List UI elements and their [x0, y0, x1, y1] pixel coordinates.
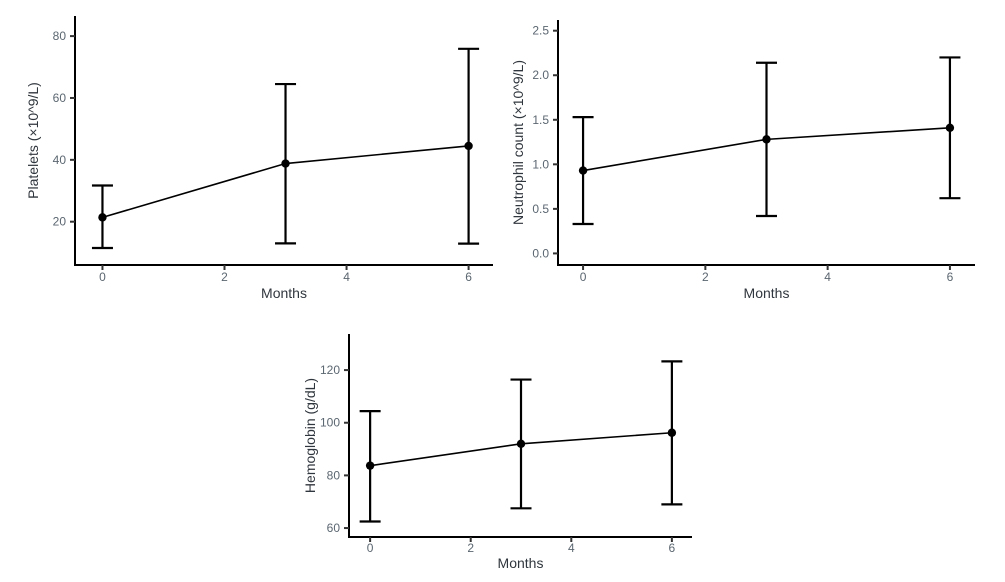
y-axis-title: Platelets (×10^9/L) [25, 82, 41, 199]
data-point [945, 123, 955, 132]
y-axis-title: Hemoglobin (g/dL) [302, 378, 318, 493]
y-tick-label: 2.5 [532, 24, 549, 38]
x-tick-label: 2 [702, 270, 709, 284]
data-point [365, 461, 375, 470]
data-point [281, 159, 290, 168]
y-tick-label: 0.0 [532, 246, 549, 260]
x-tick-label: 6 [669, 541, 676, 555]
x-tick-label: 0 [99, 270, 106, 284]
y-tick-label: 60 [53, 91, 67, 105]
y-tick-label: 80 [53, 29, 67, 43]
data-point [667, 428, 677, 437]
y-tick-label: 40 [53, 153, 67, 167]
hemoglobin-chart: 60 80 100 120 0 2 4 6 Months Hemoglobin (g/dL) [280, 310, 740, 582]
y-tick-label: 100 [320, 416, 340, 430]
x-tick-label: 6 [947, 270, 954, 284]
y-tick-label: 20 [53, 215, 67, 229]
x-tick-label: 6 [465, 270, 472, 284]
neutrophil-chart: 0.0 0.5 1.0 1.5 2.0 2.5 0 2 4 6 Months Neutrophil c… [500, 0, 1005, 310]
y-tick-label: 1.5 [532, 113, 549, 127]
y-tick-label: 120 [320, 363, 340, 377]
hemoglobin-chart-svg: 60 80 100 120 0 2 4 6 Months Hemoglobin (g/dL) [302, 334, 692, 571]
y-tick-label: 2.0 [532, 68, 549, 82]
x-tick-label: 0 [580, 270, 587, 284]
data-point [578, 166, 588, 175]
data-point [464, 141, 473, 151]
y-tick-label: 60 [327, 521, 341, 535]
y-tick-label: 1.0 [532, 157, 549, 171]
x-axis-title: Months [261, 285, 307, 301]
neutrophil-chart-svg: 0.0 0.5 1.0 1.5 2.0 2.5 0 2 4 6 Months Neutrophil c… [510, 20, 975, 301]
platelets-chart: 20 40 60 80 0 2 4 6 Months Platelets (×10^9/L) [0, 0, 500, 310]
x-axis-title: Months [744, 285, 790, 301]
x-tick-label: 4 [343, 270, 350, 284]
data-point [98, 213, 107, 222]
x-tick-label: 2 [467, 541, 474, 555]
y-tick-label: 0.5 [532, 202, 549, 216]
y-axis-title: Neutrophil count (×10^9/L) [510, 60, 526, 225]
x-tick-label: 4 [824, 270, 831, 284]
x-axis-title: Months [498, 555, 544, 571]
data-point [516, 439, 526, 448]
y-tick-label: 80 [327, 468, 341, 482]
data-point [762, 135, 771, 144]
x-tick-label: 4 [568, 541, 575, 555]
platelets-chart-svg: 20 40 60 80 0 2 4 6 Months Platelets (×10^9/L) [25, 16, 493, 301]
x-tick-label: 2 [221, 270, 228, 284]
x-tick-label: 0 [367, 541, 374, 555]
